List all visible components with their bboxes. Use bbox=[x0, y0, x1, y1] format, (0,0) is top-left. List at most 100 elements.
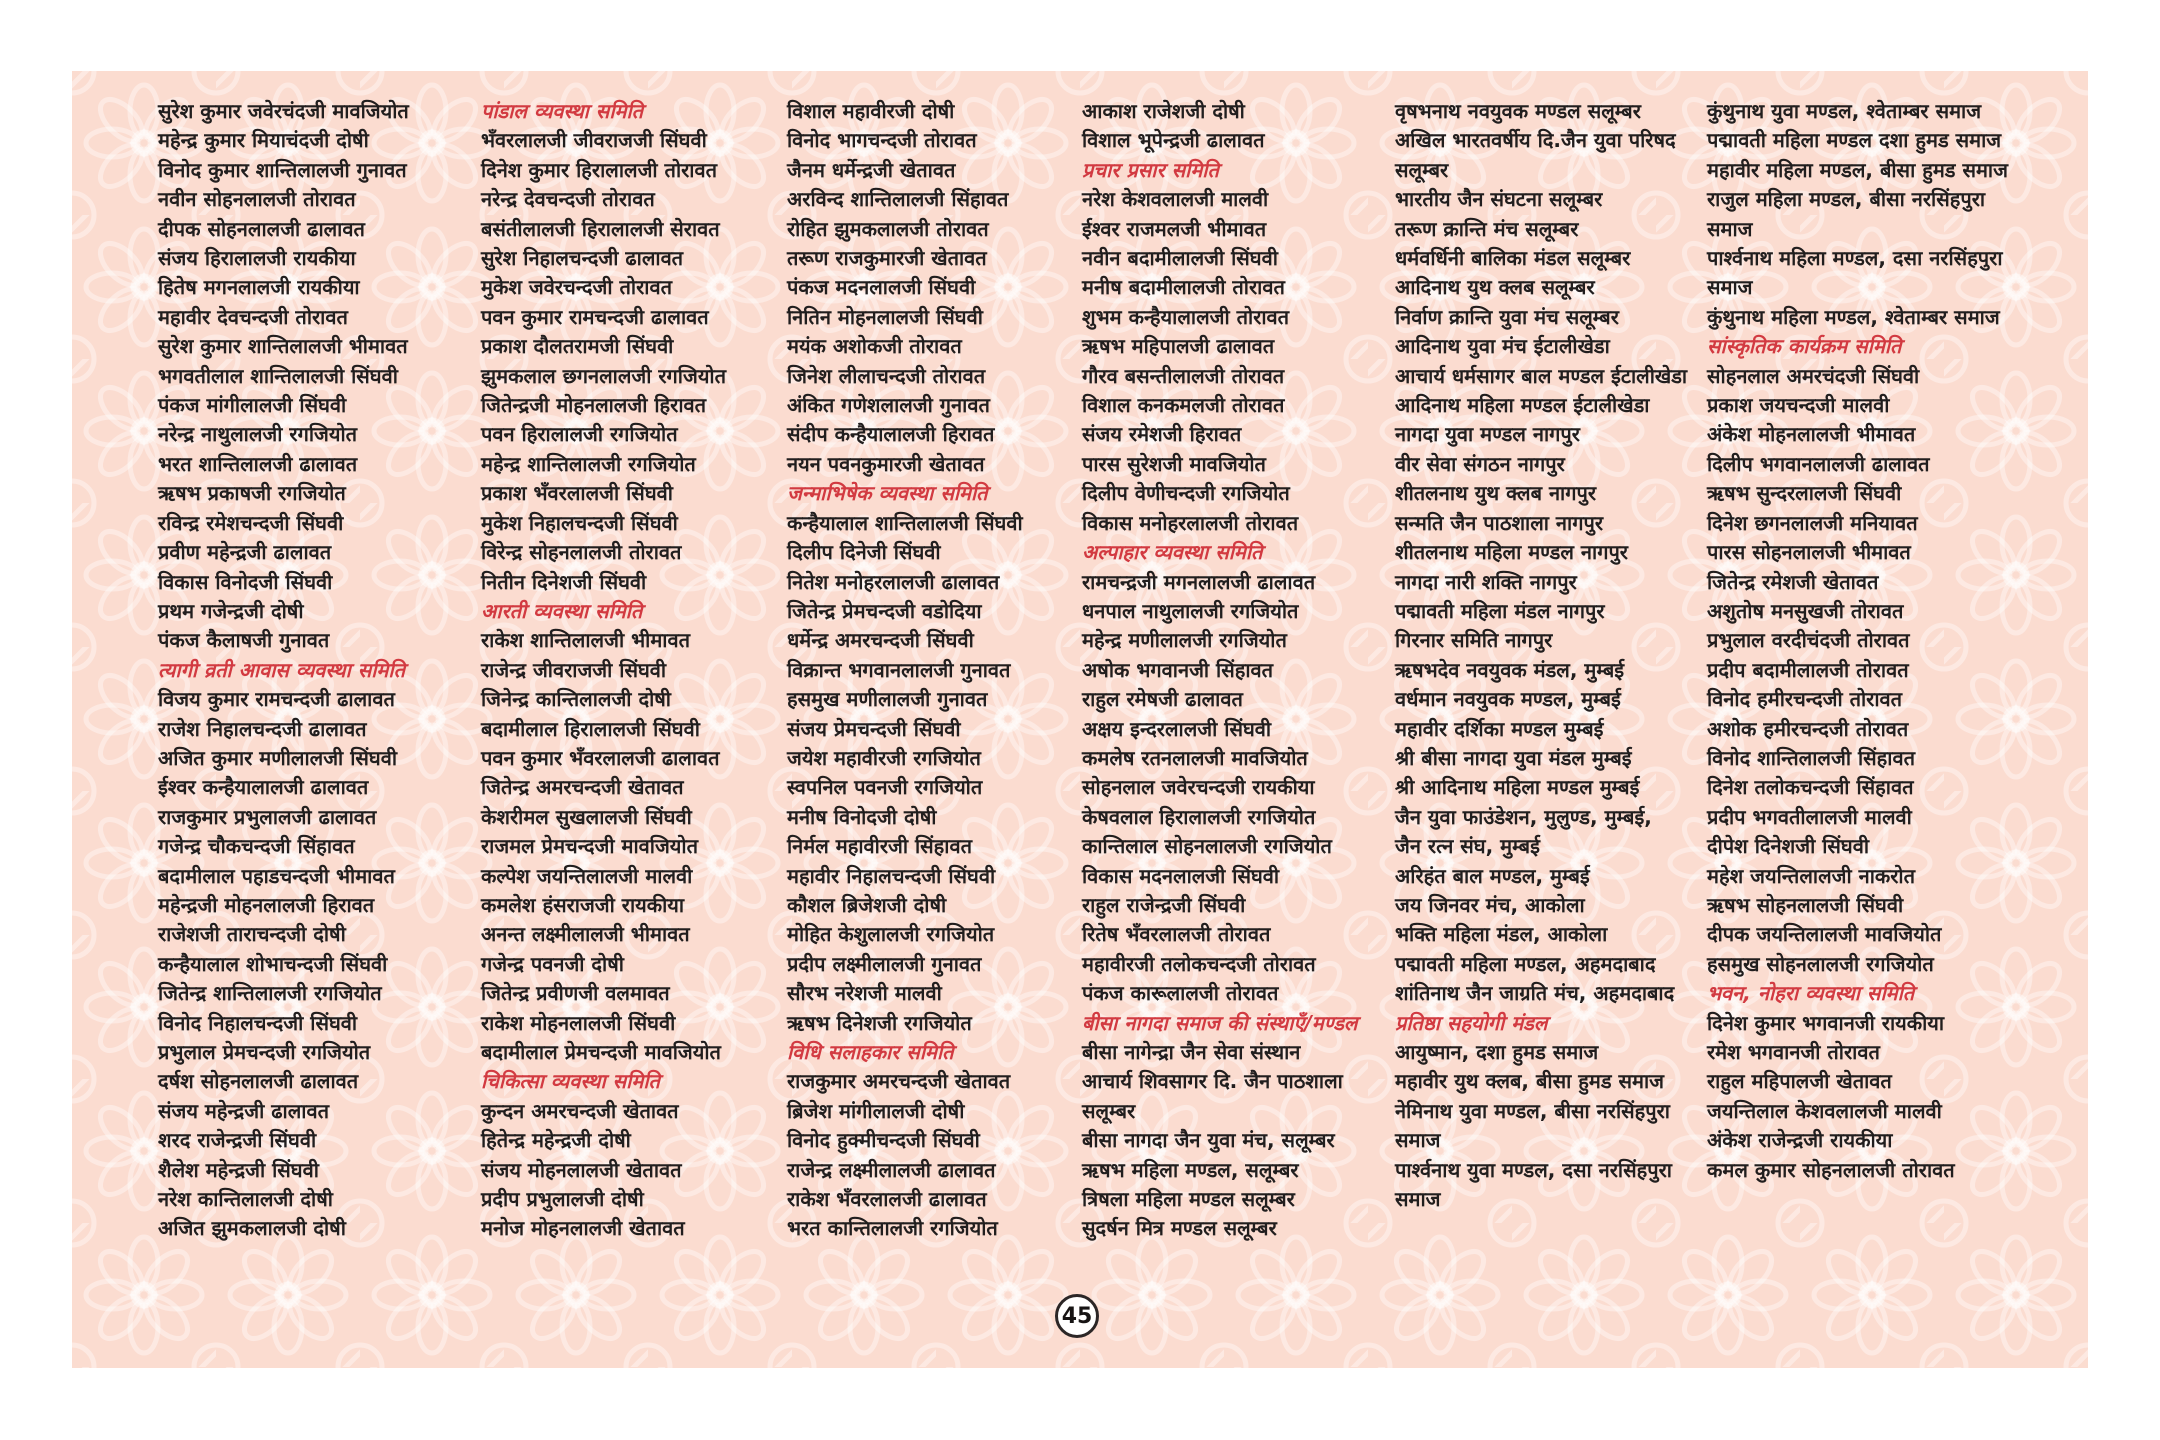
list-item: पारस सोहनलालजी भीमावत bbox=[1707, 540, 1911, 565]
list-item: विकास विनोदजी सिंघवी bbox=[158, 569, 333, 594]
list-item: राहुल रमेषजी ढालावत bbox=[1082, 687, 1243, 712]
list-item: नागदा नारी शक्ति नागपुर bbox=[1395, 569, 1577, 594]
list-item: अरिहंत बाल मण्डल, मुम्बई bbox=[1395, 863, 1590, 888]
list-item: जैन रत्न संघ, मुम्बई bbox=[1395, 834, 1540, 859]
list-item: जिनेन्द्र कान्तिलालजी दोषी bbox=[481, 687, 671, 712]
list-item: जय जिनवर मंच, आकोला bbox=[1395, 892, 1585, 917]
list-item: ऋषभ सुन्दरलालजी सिंघवी bbox=[1707, 481, 1902, 506]
list-item: नवीन सोहनलालजी तोरावत bbox=[158, 187, 356, 212]
list-item: पद्मावती महिला मण्डल, अहमदाबाद bbox=[1395, 951, 1656, 976]
list-item: दिलीप भगवानलालजी ढालावत bbox=[1707, 451, 1930, 476]
committee-heading: आरती व्यवस्था समिति bbox=[481, 598, 643, 623]
list-item: महावीर देवचन्दजी तोरावत bbox=[158, 304, 348, 329]
list-item: रितेष भँवरलालजी तोरावत bbox=[1082, 922, 1271, 947]
list-item: तरूण क्रान्ति मंच सलूम्बर bbox=[1395, 216, 1579, 241]
name-column: पांडाल व्यवस्था समिति भँवरलालजी जीवराजजी … bbox=[481, 97, 774, 1244]
list-item: नवीन बदामीलालजी सिंघवी bbox=[1082, 246, 1278, 271]
list-item: कुंथुनाथ महिला मण्डल, श्वेताम्बर समाज bbox=[1707, 304, 2000, 329]
list-item: भरत शान्तिलालजी ढालावत bbox=[158, 451, 358, 476]
list-item: अजित झुमकलालजी दोषी bbox=[158, 1216, 346, 1241]
list-item: अंकित गणेशलालजी गुनावत bbox=[787, 393, 990, 418]
list-item: मुकेश निहालचन्दजी सिंघवी bbox=[481, 510, 678, 535]
list-item: विनोद कुमार शान्तिलालजी गुनावत bbox=[158, 157, 407, 182]
list-item: जितेन्द्र प्रेमचन्दजी वडोदिया bbox=[787, 598, 982, 623]
list-item: रामचन्द्रजी मगनलालजी ढालावत bbox=[1082, 569, 1316, 594]
list-item: कमलेश हंसराजजी रायकीया bbox=[481, 892, 685, 917]
list-item: पवन हिरालालजी रगजियोत bbox=[481, 422, 678, 447]
list-item: महेश जयन्तिलालजी नाकरोत bbox=[1707, 863, 1916, 888]
list-item: विनोद भागचन्दजी तोरावत bbox=[787, 128, 977, 153]
list-item: भगवतीलाल शान्तिलालजी सिंघवी bbox=[158, 363, 398, 388]
list-item: प्रकाश जयचन्दजी मालवी bbox=[1707, 393, 1890, 418]
list-item: विशाल कनकमलजी तोरावत bbox=[1082, 393, 1285, 418]
list-item: मुकेश जवेरचन्दजी तोरावत bbox=[481, 275, 672, 300]
list-item: केशरीमल सुखलालजी सिंघवी bbox=[481, 804, 692, 829]
list-item: मनीष बदामीलालजी तोरावत bbox=[1082, 275, 1285, 300]
list-item: ऋषभदेव नवयुवक मंडल, मुम्बई bbox=[1395, 657, 1625, 682]
list-item: विनोद हमीरचन्दजी तोरावत bbox=[1707, 687, 1903, 712]
list-item: मनीष विनोदजी दोषी bbox=[787, 804, 937, 829]
list-item: संजय महेन्द्रजी ढालावत bbox=[158, 1098, 329, 1123]
list-item: दर्षश सोहनलालजी ढालावत bbox=[158, 1069, 359, 1094]
list-item: वीर सेवा संगठन नागपुर bbox=[1395, 451, 1565, 476]
list-item: राहुल महिपालजी खेतावत bbox=[1707, 1069, 1892, 1094]
list-item: रविन्द्र रमेशचन्दजी सिंघवी bbox=[158, 510, 344, 535]
list-item: निर्वाण क्रान्ति युवा मंच सलूम्बर bbox=[1395, 304, 1619, 329]
list-item: विशाल भूपेन्द्रजी ढालावत bbox=[1082, 128, 1265, 153]
committee-heading: प्रचार प्रसार समिति bbox=[1082, 157, 1219, 182]
list-item: महावीर युथ क्लब, बीसा हुमड समाज bbox=[1395, 1069, 1664, 1094]
list-item: नरेन्द्र नाथुलालजी रगजियोत bbox=[158, 422, 358, 447]
list-item: विक्रान्त भगवानलालजी गुनावत bbox=[787, 657, 1011, 682]
list-item: जयेश महावीरजी रगजियोत bbox=[787, 745, 981, 770]
list-item: कमल कुमार सोहनलालजी तोरावत bbox=[1707, 1157, 1955, 1182]
list-item: प्रथम गजेन्द्रजी दोषी bbox=[158, 598, 304, 623]
list-item: आचार्य शिवसागर दि. जैन पाठशाला सलूम्बर bbox=[1082, 1069, 1343, 1123]
list-item: कन्हैयालाल शोभाचन्दजी सिंघवी bbox=[158, 951, 388, 976]
list-item: दीपक सोहनलालजी ढालावत bbox=[158, 216, 365, 241]
name-column: विशाल महावीरजी दोषी विनोद भागचन्दजी तोराव… bbox=[787, 97, 1069, 1244]
list-item: पवन कुमार रामचन्दजी ढालावत bbox=[481, 304, 709, 329]
list-item: सुरेश कुमार जवेरचंदजी मावजियोत bbox=[158, 99, 409, 123]
list-item: हितेन्द्र महेन्द्रजी दोषी bbox=[481, 1128, 631, 1153]
list-item: बीसा नागदा जैन युवा मंच, सलूम्बर bbox=[1082, 1128, 1335, 1153]
list-item: ऋषभ सोहनलालजी सिंघवी bbox=[1707, 892, 1904, 917]
list-item: बीसा नागेन्द्रा जैन सेवा संस्थान bbox=[1082, 1040, 1301, 1064]
list-item: विनोद शान्तिलालजी सिंहावत bbox=[1707, 745, 1915, 770]
list-item: राजेशजी ताराचन्दजी दोषी bbox=[158, 922, 346, 947]
list-item: दीपेश दिनेशजी सिंघवी bbox=[1707, 834, 1870, 859]
list-item: अंकेश राजेन्द्रजी रायकीया bbox=[1707, 1128, 1893, 1153]
list-item: नयन पवनकुमारजी खेतावत bbox=[787, 451, 985, 476]
list-item: सन्मति जैन पाठशाला नागपुर bbox=[1395, 510, 1604, 535]
list-item: पंकज मदनलालजी सिंघवी bbox=[787, 275, 976, 300]
list-item: निर्मल महावीरजी सिंहावत bbox=[787, 834, 973, 859]
list-item: हसमुख मणीलालजी गुनावत bbox=[787, 687, 988, 712]
list-item: राजेन्द्र जीवराजजी सिंघवी bbox=[481, 657, 667, 682]
list-item: श्री बीसा नागदा युवा मंडल मुम्बई bbox=[1395, 745, 1632, 770]
list-item: विकास मदनलालजी सिंघवी bbox=[1082, 863, 1280, 888]
content-panel: सुरेश कुमार जवेरचंदजी मावजियोत महेन्द्र क… bbox=[72, 71, 2088, 1368]
list-item: राकेश शान्तिलालजी भीमावत bbox=[481, 628, 690, 653]
list-item: अशुतोष मनसुखजी तोरावत bbox=[1707, 598, 1904, 623]
list-item: गौरव बसन्तीलालजी तोरावत bbox=[1082, 363, 1285, 388]
list-item: राजेन्द्र लक्ष्मीलालजी ढालावत bbox=[787, 1157, 996, 1182]
list-item: कुन्दन अमरचन्दजी खेतावत bbox=[481, 1098, 679, 1123]
page-number-badge: 45 bbox=[1055, 1294, 1099, 1338]
list-item: जयन्तिलाल केशवलालजी मालवी bbox=[1707, 1098, 1942, 1123]
list-item: महावीर महिला मण्डल, बीसा हुमड समाज bbox=[1707, 157, 2008, 182]
list-item: राजुल महिला मण्डल, बीसा नरसिंहपुरा समाज bbox=[1707, 187, 1986, 241]
list-item: प्रकाश भँवरलालजी सिंघवी bbox=[481, 481, 673, 506]
list-item: केषवलाल हिरालालजी रगजियोत bbox=[1082, 804, 1316, 829]
list-item: मोहित केशुलालजी रगजियोत bbox=[787, 922, 995, 947]
list-item: कल्पेश जयन्तिलालजी मालवी bbox=[481, 863, 693, 888]
name-column: वृषभनाथ नवयुवक मण्डल सलूम्बर अखिल भारतवर्… bbox=[1395, 97, 1694, 1244]
list-item: जितेन्द्र अमरचन्दजी खेतावत bbox=[481, 775, 684, 800]
list-item: वृषभनाथ नवयुवक मण्डल सलूम्बर bbox=[1395, 99, 1641, 123]
list-item: राकेश मोहनलालजी सिंघवी bbox=[481, 1010, 676, 1035]
list-item: संजय हिरालालजी रायकीया bbox=[158, 246, 356, 271]
list-item: जितेन्द्र प्रवीणजी वलमावत bbox=[481, 981, 670, 1006]
list-item: प्रभुलाल प्रेमचन्दजी रगजियोत bbox=[158, 1040, 371, 1064]
list-item: प्रकाश दौलतरामजी सिंघवी bbox=[481, 334, 674, 359]
list-item: राजेश निहालचन्दजी ढालावत bbox=[158, 716, 367, 741]
list-item: संदीप कन्हैयालालजी हिरावत bbox=[787, 422, 995, 447]
list-item: श्री आदिनाथ महिला मण्डल मुम्बई bbox=[1395, 775, 1640, 800]
